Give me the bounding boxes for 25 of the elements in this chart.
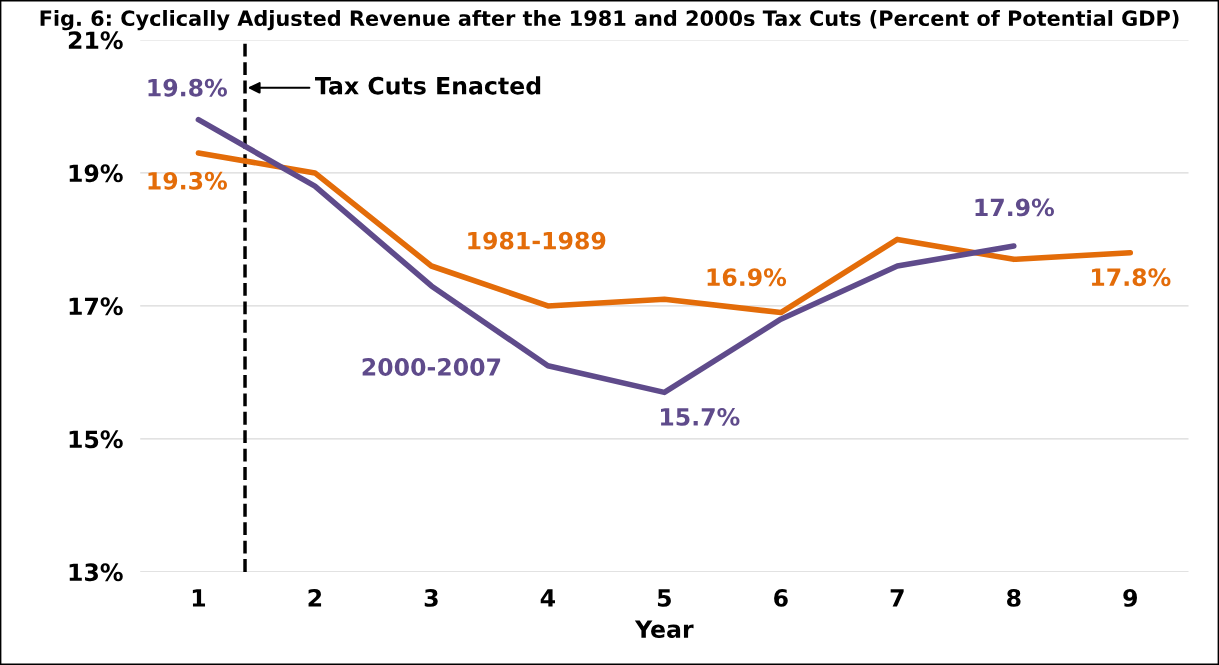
x-tick-label: 3: [424, 588, 438, 607]
y-tick-label: 15%: [69, 430, 123, 449]
x-tick-label: 5: [657, 589, 671, 607]
annotation: 16.9%: [707, 268, 787, 287]
chart-title: Fig. 6: Cyclically Adjusted Revenue after the 1981 and 2000s Tax Cuts (Percent of Potential GDP): [40, 9, 1179, 31]
x-tick-label: 2: [308, 588, 322, 607]
series-label: 1981-1989: [468, 231, 606, 250]
x-tick-label: 8: [1007, 588, 1021, 607]
x-tick-label: 4: [540, 589, 555, 607]
annotation: 19.3%: [148, 171, 227, 190]
x-tick-label: 6: [774, 589, 788, 607]
y-tick-label: 19%: [69, 164, 123, 183]
x-tick-label: 9: [1123, 589, 1137, 607]
annotation: 19.8%: [148, 78, 227, 97]
y-tick-label: 21%: [68, 31, 123, 50]
y-tick-label: 13%: [69, 563, 123, 582]
annotation: 17.8%: [1091, 268, 1171, 287]
annotation: 17.9%: [975, 198, 1055, 217]
ref-line-label: Tax Cuts Enacted: [315, 76, 541, 95]
x-axis-title: Year: [634, 620, 694, 639]
x-tick-label: 7: [890, 589, 904, 607]
x-tick-label: 1: [192, 589, 206, 607]
annotation: 15.7%: [661, 407, 740, 426]
y-tick-label: 17%: [69, 297, 123, 316]
series-label: 2000-2007: [362, 358, 501, 376]
